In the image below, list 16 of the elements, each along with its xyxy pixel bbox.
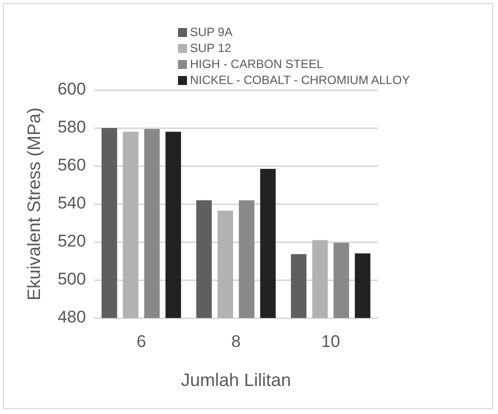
y-axis-title: Ekuivalent Stress (MPa): [24, 107, 44, 301]
x-tick-label: 10: [321, 332, 340, 351]
legend-label: SUP 12: [190, 41, 232, 55]
legend-label: HIGH - CARBON STEEL: [190, 57, 324, 71]
y-tick-label: 500: [58, 270, 86, 289]
y-tick-label: 540: [58, 194, 86, 213]
y-tick-label: 560: [58, 156, 86, 175]
y-tick-label: 520: [58, 232, 86, 251]
legend-label: NICKEL - COBALT - CHROMIUM ALLOY: [190, 73, 410, 87]
legend-label: SUP 9A: [190, 25, 232, 39]
y-tick-label: 480: [58, 308, 86, 327]
y-tick-label: 600: [58, 80, 86, 99]
x-axis-title: Jumlah Lilitan: [180, 370, 292, 390]
x-tick-label: 8: [231, 332, 241, 351]
x-tick-label: 6: [136, 332, 146, 351]
y-tick-label: 580: [58, 118, 86, 137]
